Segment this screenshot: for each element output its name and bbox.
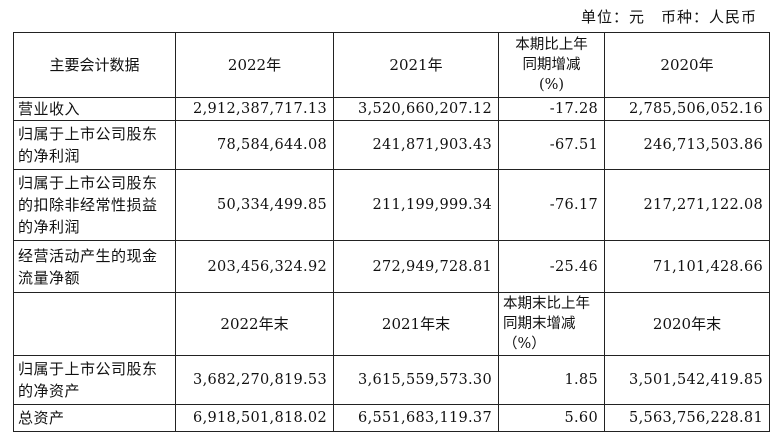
header-2022: 2022年 [175,32,334,98]
value-change: -76.17 [498,169,605,241]
value-2020: 217,271,122.08 [604,169,770,241]
table-row: 归属于上市公司股东的净资产 3,682,270,819.53 3,615,559… [13,355,770,405]
value-2021: 3,520,660,207.12 [333,97,499,121]
row-label: 经营活动产生的现金流量净额 [13,240,176,293]
row-label: 归属于上市公司股东的净资产 [13,355,176,405]
header-change-line: 本期比上年 [515,37,588,53]
header-change: 本期比上年 同期增减 (%) [498,32,605,98]
value-2020: 5,563,756,228.81 [604,404,770,432]
unit-currency-note: 单位：元 币种：人民币 [580,8,757,26]
row-label: 归属于上市公司股东的扣除非经常性损益的净利润 [13,169,176,241]
value-2022: 6,918,501,818.02 [175,404,334,432]
value-2022: 78,584,644.08 [175,120,334,170]
value-change: 1.85 [498,355,605,405]
value-2022: 2,912,387,717.13 [175,97,334,121]
header-item: 主要会计数据 [13,32,176,98]
key-accounting-data-table: 主要会计数据 2022年 2021年 本期比上年 同期增减 (%) 2020年 … [13,32,770,432]
table-row: 经营活动产生的现金流量净额 203,456,324.92 272,949,728… [13,240,770,293]
value-change: -25.46 [498,240,605,293]
value-change: 5.60 [498,404,605,432]
value-2022: 50,334,499.85 [175,169,334,241]
header-change-line: (%) [538,77,565,93]
value-2021: 241,871,903.43 [333,120,499,170]
header-change-line: 同期增减 [522,57,581,73]
header-2020: 2020年 [604,32,770,98]
row-label: 营业收入 [13,97,176,121]
value-2020: 2,785,506,052.16 [604,97,770,121]
value-2020: 246,713,503.86 [604,120,770,170]
table-header-row: 主要会计数据 2022年 2021年 本期比上年 同期增减 (%) 2020年 [13,32,770,98]
header-2021-end: 2021年末 [333,292,499,356]
row-label: 归属于上市公司股东的净利润 [13,120,176,170]
table-row: 总资产 6,918,501,818.02 6,551,683,119.37 5.… [13,404,770,432]
table-row: 归属于上市公司股东的净利润 78,584,644.08 241,871,903.… [13,120,770,170]
value-change: -67.51 [498,120,605,170]
table-row: 营业收入 2,912,387,717.13 3,520,660,207.12 -… [13,97,770,121]
row-label: 总资产 [13,404,176,432]
value-2020: 71,101,428.66 [604,240,770,293]
header-2021: 2021年 [333,32,499,98]
value-2022: 3,682,270,819.53 [175,355,334,405]
header-2020-end: 2020年末 [604,292,770,356]
header-change-end: 本期末比上年同期末增减（%） [498,292,605,356]
header-item [13,292,176,356]
header-2022-end: 2022年末 [175,292,334,356]
value-2021: 272,949,728.81 [333,240,499,293]
value-2022: 203,456,324.92 [175,240,334,293]
value-2021: 3,615,559,573.30 [333,355,499,405]
value-change: -17.28 [498,97,605,121]
table-row: 归属于上市公司股东的扣除非经常性损益的净利润 50,334,499.85 211… [13,169,770,241]
table-subheader-row: 2022年末 2021年末 本期末比上年同期末增减（%） 2020年末 [13,292,770,356]
value-2021: 6,551,683,119.37 [333,404,499,432]
value-2020: 3,501,542,419.85 [604,355,770,405]
value-2021: 211,199,999.34 [333,169,499,241]
